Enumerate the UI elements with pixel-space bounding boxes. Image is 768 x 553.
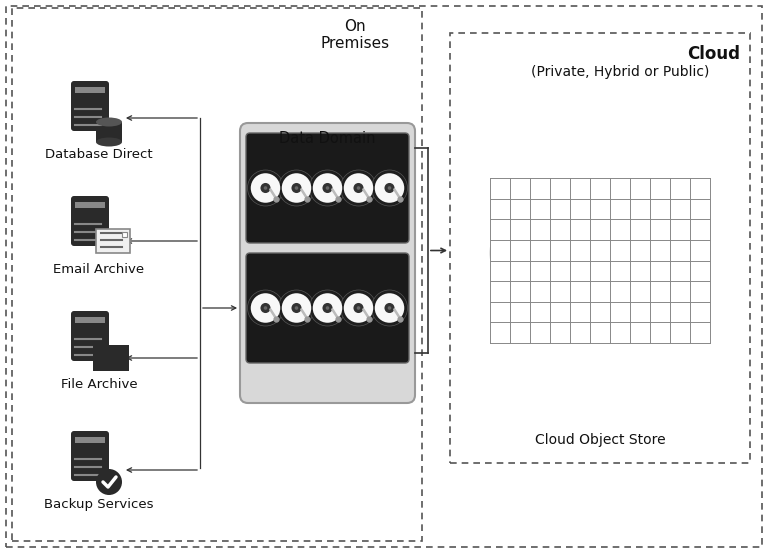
Circle shape [356, 186, 360, 190]
Circle shape [605, 196, 678, 269]
Ellipse shape [96, 138, 122, 147]
Bar [75, 437, 105, 443]
Bar [12, 8, 422, 541]
Circle shape [323, 183, 333, 193]
Circle shape [633, 214, 710, 292]
FancyBboxPatch shape [71, 311, 109, 361]
Circle shape [292, 183, 302, 193]
Circle shape [282, 293, 311, 323]
Circle shape [263, 186, 267, 190]
Circle shape [263, 306, 267, 310]
Circle shape [310, 170, 346, 206]
Circle shape [279, 290, 315, 326]
Circle shape [489, 214, 568, 292]
Circle shape [340, 290, 376, 326]
Bar [122, 232, 127, 237]
Circle shape [310, 290, 346, 326]
Circle shape [295, 306, 298, 310]
Circle shape [344, 173, 373, 203]
Circle shape [247, 170, 283, 206]
Circle shape [326, 186, 329, 190]
FancyBboxPatch shape [240, 123, 415, 403]
Circle shape [375, 293, 404, 323]
Polygon shape [93, 343, 111, 353]
Circle shape [372, 170, 408, 206]
Text: Database Direct: Database Direct [45, 148, 153, 161]
FancyBboxPatch shape [71, 196, 109, 246]
Circle shape [385, 303, 395, 313]
Circle shape [617, 242, 674, 299]
Circle shape [340, 170, 376, 206]
Circle shape [260, 183, 270, 193]
Circle shape [313, 173, 343, 203]
Circle shape [323, 303, 333, 313]
Circle shape [250, 293, 280, 323]
Circle shape [385, 183, 395, 193]
Text: Cloud Object Store: Cloud Object Store [535, 433, 665, 447]
Text: File Archive: File Archive [61, 378, 137, 391]
Circle shape [250, 173, 280, 203]
Text: On
Premises: On Premises [320, 19, 389, 51]
Circle shape [388, 186, 392, 190]
Circle shape [292, 303, 302, 313]
Circle shape [356, 306, 360, 310]
Text: Data Domain: Data Domain [280, 131, 376, 146]
Circle shape [579, 204, 667, 293]
Circle shape [282, 173, 311, 203]
Circle shape [522, 196, 594, 269]
Bar [96, 122, 122, 142]
Circle shape [326, 306, 329, 310]
Circle shape [260, 303, 270, 313]
Circle shape [344, 293, 373, 323]
Circle shape [295, 186, 298, 190]
Bar [75, 317, 105, 323]
Circle shape [372, 290, 408, 326]
Bar [75, 202, 105, 208]
Text: Email Archive: Email Archive [54, 263, 144, 276]
Bar [450, 33, 750, 463]
Circle shape [566, 243, 634, 311]
Circle shape [532, 204, 621, 293]
Text: Cloud: Cloud [687, 45, 740, 63]
FancyBboxPatch shape [71, 431, 109, 481]
Ellipse shape [96, 117, 122, 127]
FancyBboxPatch shape [96, 229, 130, 253]
Bar [93, 345, 129, 371]
Text: (Private, Hybrid or Public): (Private, Hybrid or Public) [531, 65, 709, 79]
Text: Backup Services: Backup Services [45, 498, 154, 511]
FancyBboxPatch shape [246, 253, 409, 363]
Circle shape [96, 469, 122, 495]
FancyBboxPatch shape [246, 133, 409, 243]
Circle shape [526, 242, 583, 299]
Circle shape [247, 290, 283, 326]
Circle shape [353, 303, 363, 313]
Circle shape [313, 293, 343, 323]
Circle shape [375, 173, 404, 203]
FancyBboxPatch shape [71, 81, 109, 131]
Circle shape [561, 184, 639, 262]
Bar [490, 178, 710, 343]
Circle shape [388, 306, 392, 310]
Bar [75, 87, 105, 93]
Circle shape [353, 183, 363, 193]
Circle shape [279, 170, 315, 206]
